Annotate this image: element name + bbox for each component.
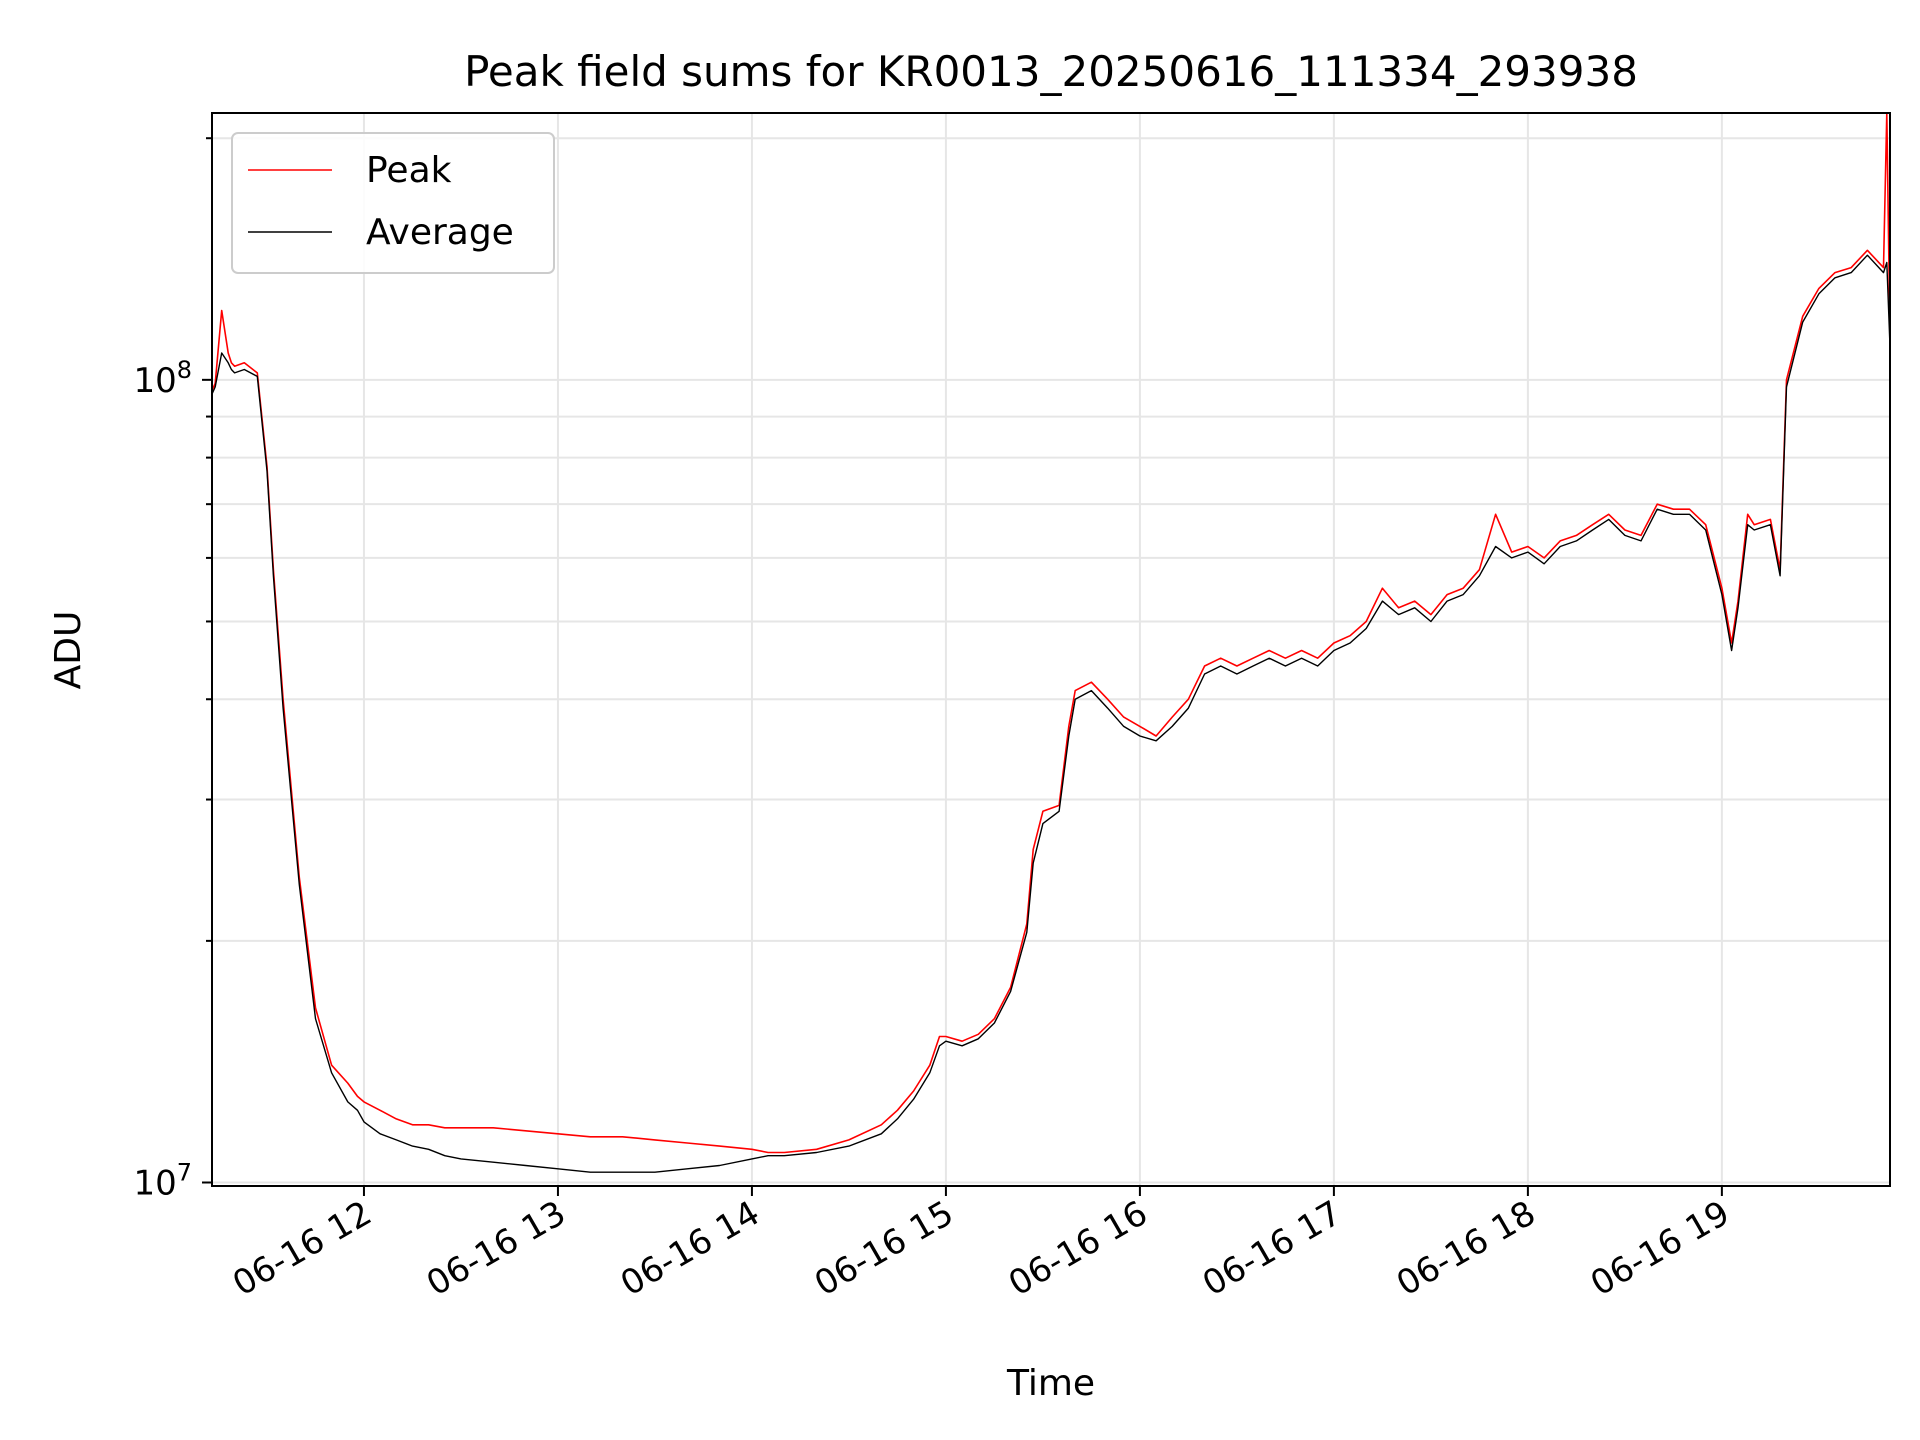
legend: Peak Average (231, 132, 555, 274)
y-tick-label: 107 (133, 1158, 192, 1203)
chart-title: Peak field sums for KR0013_20250616_1113… (464, 47, 1638, 96)
plot-frame (211, 112, 1891, 1187)
legend-label-average: Average (366, 212, 514, 253)
series-line-peak (211, 112, 1891, 1154)
legend-box (231, 132, 555, 274)
y-ticks: 107 108 (133, 137, 212, 1203)
y-axis-label: ADU (48, 611, 89, 690)
x-axis-label: Time (1006, 1363, 1095, 1404)
series-line-average (211, 254, 1891, 1173)
y-tick-label: 108 (133, 356, 192, 401)
legend-label-peak: Peak (366, 150, 452, 191)
series-layer (211, 112, 1891, 1173)
grid (212, 113, 1890, 1186)
